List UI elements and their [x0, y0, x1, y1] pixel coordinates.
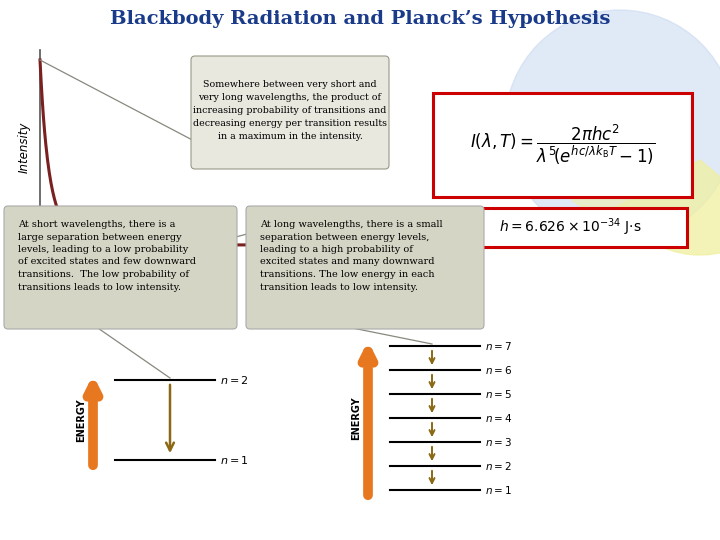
Circle shape: [505, 10, 720, 240]
Text: ENERGY: ENERGY: [76, 398, 86, 442]
Text: $n = 2$: $n = 2$: [485, 460, 512, 472]
FancyBboxPatch shape: [191, 56, 389, 169]
FancyBboxPatch shape: [246, 206, 484, 329]
Wedge shape: [618, 160, 720, 255]
FancyBboxPatch shape: [433, 93, 692, 197]
Text: $n = 5$: $n = 5$: [485, 388, 512, 400]
Text: $n = 2$: $n = 2$: [220, 374, 248, 386]
Ellipse shape: [565, 160, 635, 210]
Text: Blackbody Radiation and Planck’s Hypothesis: Blackbody Radiation and Planck’s Hypothe…: [110, 10, 610, 28]
Text: $n = 4$: $n = 4$: [485, 412, 513, 424]
Text: At short wavelengths, there is a
large separation between energy
levels, leading: At short wavelengths, there is a large s…: [18, 220, 196, 292]
Text: $n = 3$: $n = 3$: [485, 436, 512, 448]
FancyBboxPatch shape: [453, 208, 687, 247]
Text: $n = 1$: $n = 1$: [220, 454, 248, 466]
Text: At long wavelengths, there is a small
separation between energy levels,
leading : At long wavelengths, there is a small se…: [260, 220, 443, 292]
Text: Intensity: Intensity: [17, 122, 30, 173]
Text: $I(\lambda,T) = \dfrac{2\pi hc^2}{\lambda^5\!\left(e^{hc/\lambda k_{\mathrm{B}}T: $I(\lambda,T) = \dfrac{2\pi hc^2}{\lambd…: [470, 123, 655, 167]
Text: $n = 6$: $n = 6$: [485, 364, 513, 376]
Text: $n = 7$: $n = 7$: [485, 340, 512, 352]
Text: ENERGY: ENERGY: [351, 396, 361, 440]
Text: Wavelength: Wavelength: [130, 254, 200, 267]
Text: Somewhere between very short and
very long wavelengths, the product of
increasin: Somewhere between very short and very lo…: [193, 80, 387, 141]
Text: $n = 1$: $n = 1$: [485, 484, 512, 496]
FancyBboxPatch shape: [4, 206, 237, 329]
Text: $h = 6.626 \times 10^{-34}$ J·s: $h = 6.626 \times 10^{-34}$ J·s: [499, 217, 642, 238]
